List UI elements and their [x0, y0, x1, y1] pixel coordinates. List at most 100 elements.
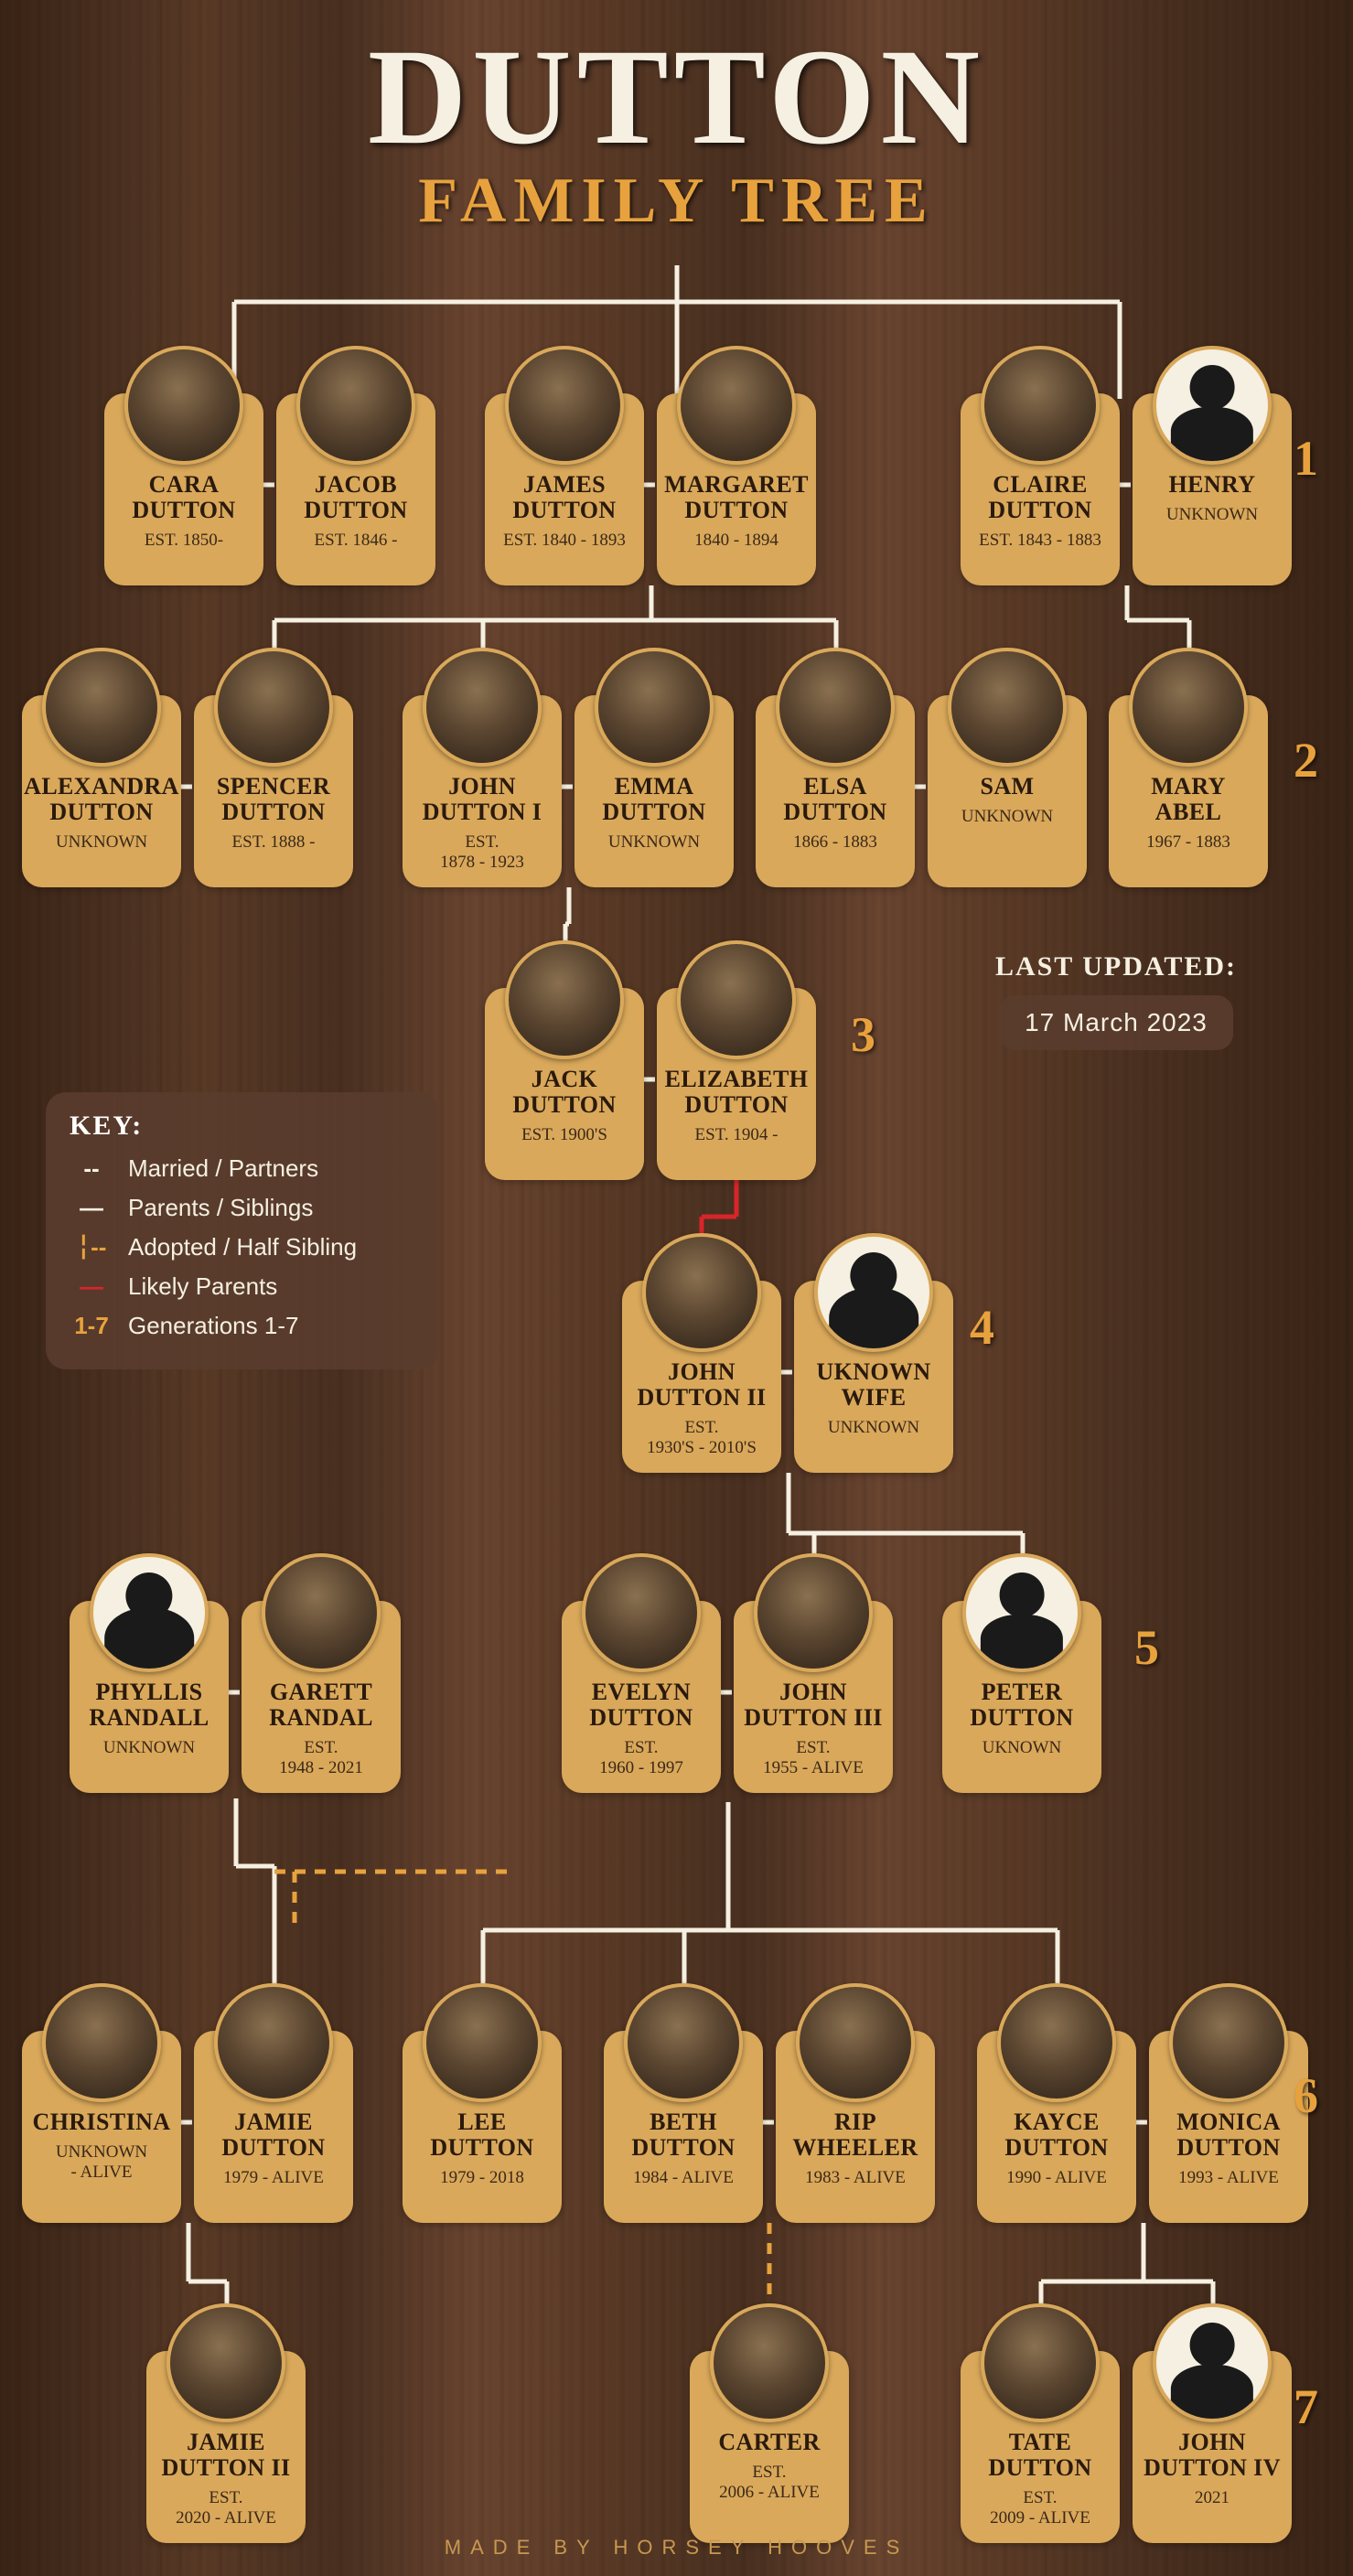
person-dates: EST.1878 - 1923 [436, 832, 528, 882]
person-card-jacob: JACOBDUTTONEST. 1846 - [276, 393, 435, 585]
legend-label: Parents / Siblings [128, 1194, 313, 1222]
portrait [42, 1983, 161, 2102]
person-name: CARTER [714, 2430, 823, 2455]
person-dates: 1840 - 1894 [691, 531, 782, 560]
person-name: EMMADUTTON [598, 774, 709, 825]
person-name: MARGARETDUTTON [660, 472, 812, 523]
person-name: CARADUTTON [128, 472, 239, 523]
person-dates: 1984 - ALIVE [629, 2168, 737, 2197]
person-card-beth: BETHDUTTON1984 - ALIVE [604, 2031, 763, 2223]
footer-credit: MADE BY HORSEY HOOVES [0, 2536, 1353, 2560]
portrait [710, 2303, 829, 2422]
person-name: JOHNDUTTON I [419, 774, 546, 825]
person-name: JOHNDUTTON IV [1140, 2430, 1284, 2481]
last-updated-date: 17 March 2023 [999, 995, 1233, 1050]
person-card-jack: JACKDUTTONEST. 1900'S [485, 988, 644, 1180]
portrait [776, 648, 895, 767]
person-name: KAYCEDUTTON [1001, 2109, 1111, 2161]
person-card-evelyn: EVELYNDUTTON EST.1960 - 1997 [562, 1601, 721, 1793]
person-dates: UNKNOWN [824, 1418, 923, 1447]
legend-label: Likely Parents [128, 1272, 277, 1301]
legend-row: —Likely Parents [70, 1272, 415, 1301]
person-card-sam: SAMUNKNOWN [928, 695, 1087, 887]
person-name: JOHNDUTTON III [740, 1680, 886, 1731]
legend-label: Adopted / Half Sibling [128, 1233, 357, 1261]
portrait [962, 1553, 1081, 1672]
person-dates: 1967 - 1883 [1143, 832, 1234, 862]
portrait [423, 1983, 542, 2102]
person-dates: 1866 - 1883 [789, 832, 881, 862]
generation-label-2: 2 [1294, 732, 1318, 789]
person-name: SPENCERDUTTON [213, 774, 334, 825]
person-card-lee: LEEDUTTON1979 - 2018 [403, 2031, 562, 2223]
person-card-emma: EMMADUTTONUNKNOWN [574, 695, 734, 887]
person-card-carter: CARTEREST.2006 - ALIVE [690, 2351, 849, 2543]
person-dates: UKNOWN [979, 1738, 1066, 1767]
person-name: EVELYNDUTTON [585, 1680, 696, 1731]
portrait [754, 1553, 873, 1672]
legend-swatch: ╎-- [70, 1233, 113, 1261]
person-name: JAMIEDUTTON [218, 2109, 328, 2161]
legend-title: KEY: [70, 1111, 415, 1142]
legend-key: KEY: --Married / Partners—Parents / Sibl… [46, 1092, 439, 1369]
person-card-elizabeth: ELIZABETHDUTTONEST. 1904 - [657, 988, 816, 1180]
person-dates: UNKNOWN [1163, 505, 1262, 534]
person-dates: EST. 1840 - 1893 [499, 531, 629, 560]
title-sub: FAMILY TREE [0, 165, 1353, 238]
person-dates: EST.1948 - 2021 [275, 1738, 367, 1787]
person-card-alexandra: ALEXANDRADUTTONUNKNOWN [22, 695, 181, 887]
legend-label: Generations 1-7 [128, 1312, 298, 1340]
portrait [796, 1983, 915, 2102]
legend-label: Married / Partners [128, 1154, 318, 1183]
portrait [505, 346, 624, 465]
person-dates: EST. 1904 - [692, 1125, 782, 1154]
portrait [166, 2303, 285, 2422]
legend-swatch: -- [70, 1154, 113, 1183]
person-dates: EST.2020 - ALIVE [172, 2488, 280, 2538]
portrait [595, 648, 714, 767]
last-updated-label: LAST UPDATED: [961, 951, 1272, 982]
title-main: DUTTON [0, 18, 1353, 176]
person-dates: EST.1955 - ALIVE [759, 1738, 867, 1787]
person-name: ALEXANDRADUTTON [20, 774, 183, 825]
person-card-peter: PETERDUTTON UKNOWN [942, 1601, 1101, 1793]
person-name: JAMESDUTTON [509, 472, 619, 523]
person-card-kayce: KAYCEDUTTON 1990 - ALIVE [977, 2031, 1136, 2223]
portrait [1153, 2303, 1272, 2422]
portrait [124, 346, 243, 465]
person-name: PETERDUTTON [966, 1680, 1077, 1731]
person-dates: EST.2009 - ALIVE [986, 2488, 1094, 2538]
person-dates: EST.1960 - 1997 [596, 1738, 687, 1787]
legend-row: 1-7Generations 1-7 [70, 1312, 415, 1340]
person-name: JAMIEDUTTON II [157, 2430, 294, 2481]
portrait [1129, 648, 1248, 767]
portrait [814, 1233, 933, 1352]
person-card-margaret: MARGARETDUTTON 1840 - 1894 [657, 393, 816, 585]
person-dates: EST. 1850- [141, 531, 227, 560]
person-name: LEEDUTTON [426, 2109, 537, 2161]
person-name: HENRY [1165, 472, 1260, 498]
person-name: SAM [977, 774, 1038, 800]
generation-label-7: 7 [1294, 2378, 1318, 2435]
generation-label-3: 3 [851, 1006, 875, 1063]
generation-label-4: 4 [970, 1299, 994, 1356]
person-dates: 1983 - ALIVE [801, 2168, 909, 2197]
person-name: RIPWHEELER [789, 2109, 921, 2161]
person-card-john4: JOHNDUTTON IV2021 [1133, 2351, 1292, 2543]
portrait [505, 940, 624, 1059]
person-name: GARETTRANDAL [265, 1680, 377, 1731]
portrait [90, 1553, 209, 1672]
person-card-elsa: ELSADUTTON1866 - 1883 [756, 695, 915, 887]
portrait [981, 2303, 1100, 2422]
person-name: UKNOWNWIFE [812, 1359, 934, 1411]
legend-row: -- Married / Partners [70, 1154, 415, 1183]
person-dates: EST. 1846 - [311, 531, 402, 560]
person-name: CLAIREDUTTON [984, 472, 1095, 523]
person-card-monica: MONICADUTTON1993 - ALIVE [1149, 2031, 1308, 2223]
person-name: MONICADUTTON [1173, 2109, 1284, 2161]
person-dates: EST. 1843 - 1883 [975, 531, 1105, 560]
person-card-christina: CHRISTINAUNKNOWN- ALIVE [22, 2031, 181, 2223]
person-dates: 1990 - ALIVE [1003, 2168, 1111, 2197]
person-name: CHRISTINA [29, 2109, 175, 2135]
portrait [214, 648, 333, 767]
